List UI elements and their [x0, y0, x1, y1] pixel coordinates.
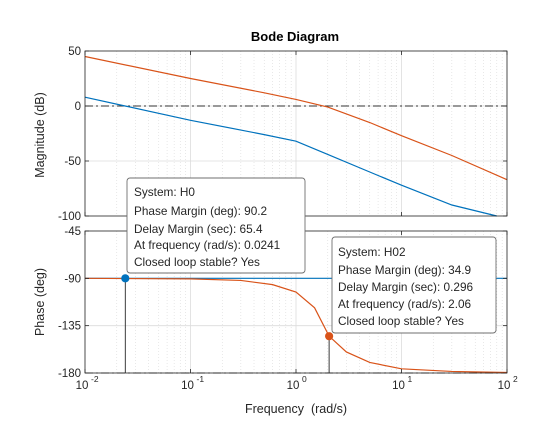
datatip-h0-stable: Closed loop stable? Yes: [134, 255, 260, 269]
y-tick-label: -180: [58, 368, 81, 380]
y-tick-label: 50: [68, 46, 81, 58]
x-tick-exponent: 0: [302, 374, 307, 384]
y-tick-label: -45: [64, 226, 81, 238]
y-tick-label: -100: [58, 211, 81, 223]
datatip-h0-delay-margin: Delay Margin (sec): 65.4: [134, 222, 263, 236]
x-tick-label: 10: [498, 380, 511, 392]
magnitude-ylabel: Magnitude (dB): [33, 92, 47, 177]
datatip-h02-phase-margin: Phase Margin (deg): 34.9: [338, 263, 471, 277]
magnitude-series: [84, 55, 508, 217]
y-tick-label: -90: [64, 273, 81, 285]
datatip-h02-delay-margin: Delay Margin (sec): 0.296: [338, 280, 474, 294]
x-axis-label: Frequency (rad/s): [245, 402, 347, 416]
datatip-h0-phase-margin: Phase Margin (deg): 90.2: [134, 204, 267, 218]
y-tick-label: -135: [58, 321, 81, 333]
datatip-h02-system: System: H02: [338, 245, 406, 259]
magnitude-y-ticks: 50 0 -50 -100: [58, 46, 508, 223]
x-tick-exponent: 2: [513, 374, 518, 384]
x-tick-label: 10: [392, 380, 405, 392]
x-tick-exponent: 1: [408, 374, 413, 384]
x-tick-exponent: -1: [197, 374, 205, 384]
datatip-h0-box: [126, 177, 306, 274]
datatip-h0-frequency: At frequency (rad/s): 0.0241: [134, 238, 280, 252]
magnitude-series-line-2: [84, 96, 497, 217]
datatip-marker-1[interactable]: [121, 274, 130, 283]
datatip-h02-frequency: At frequency (rad/s): 2.06: [338, 297, 472, 311]
datatip-h02-box: [331, 236, 497, 334]
phase-markers: [121, 274, 334, 373]
magnitude-series-line-1: [84, 55, 508, 181]
y-tick-label: 0: [75, 101, 81, 113]
datatip-h02-stable: Closed loop stable? Yes: [338, 314, 464, 328]
x-tick-label: 10: [76, 380, 89, 392]
datatip-h0-system: System: H0: [134, 185, 195, 199]
x-tick-label: 10: [287, 380, 300, 392]
datatip-h0[interactable]: System: H0 Phase Margin (deg): 90.2 Dela…: [126, 177, 306, 274]
datatip-h02[interactable]: System: H02 Phase Margin (deg): 34.9 Del…: [331, 236, 497, 334]
phase-series-line-2: [84, 277, 508, 374]
datatip-marker-2[interactable]: [325, 332, 334, 341]
x-tick-exponent: -2: [91, 374, 99, 384]
phase-y-ticks: -45 -90 -135 -180: [58, 226, 508, 380]
chart-title: Bode Diagram: [251, 29, 339, 44]
y-tick-label: -50: [64, 156, 81, 168]
phase-ylabel: Phase (deg): [33, 268, 47, 336]
x-tick-label: 10: [181, 380, 194, 392]
